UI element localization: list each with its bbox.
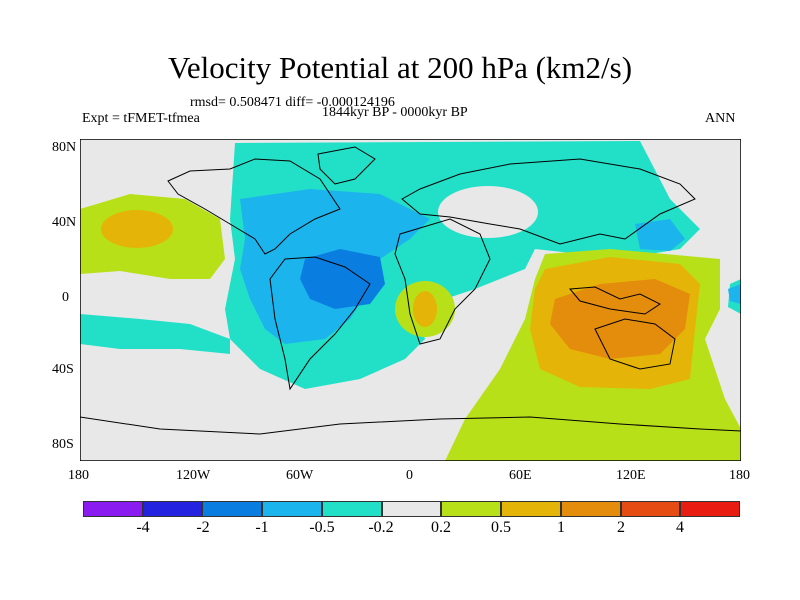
- colorbar-swatch: [441, 501, 502, 517]
- lon-tick-0: 0: [406, 468, 413, 483]
- colorbar-swatch: [560, 501, 621, 517]
- colorbar-swatch: [202, 501, 263, 517]
- period-label: 1844kyr BP - 0000kyr BP: [322, 105, 468, 120]
- colorbar-label: -0.5: [309, 519, 335, 536]
- colorbar-swatch: [262, 501, 322, 517]
- lon-tick-60e: 60E: [509, 468, 532, 483]
- lon-tick-180e: 180: [729, 468, 750, 483]
- colorbar-label: 2: [617, 519, 625, 536]
- colorbar-swatch: [83, 501, 143, 517]
- negative-strong-region: [300, 249, 385, 309]
- colorbar-swatch: [321, 501, 382, 517]
- lat-tick-80s: 80S: [52, 437, 74, 452]
- positive-mid-region-nw: [101, 210, 173, 248]
- lon-tick-120w: 120W: [176, 468, 211, 483]
- colorbar-swatch: [381, 501, 442, 517]
- stats-label: rmsd= 0.508471 diff= -0.000124196: [190, 95, 395, 110]
- colorbar-swatch: [680, 501, 741, 517]
- lon-tick-120e: 120E: [616, 468, 646, 483]
- lat-tick-80n: 80N: [52, 140, 77, 155]
- lat-tick-40n: 40N: [52, 215, 77, 230]
- colorbar-label: 0.2: [431, 519, 451, 536]
- season-label: ANN: [705, 111, 736, 126]
- colorbar-label: -2: [196, 519, 210, 536]
- negative-mid-region-east: [635, 219, 685, 251]
- positive-mid-region-africa: [413, 291, 437, 327]
- colorbar-label: 1: [557, 519, 565, 536]
- colorbar-label: -0.2: [368, 519, 394, 536]
- lat-tick-40s: 40S: [52, 362, 74, 377]
- coastlines: [80, 146, 741, 435]
- colorbar-swatch: [501, 501, 561, 517]
- negative-weak-region-sw: [80, 314, 230, 354]
- lat-tick-0: 0: [62, 290, 69, 305]
- map-plot: [80, 139, 741, 461]
- negative-mid-region-west: [728, 284, 741, 304]
- colorbar-label: -1: [255, 519, 269, 536]
- colorbar-label: 4: [676, 519, 684, 536]
- experiment-label: Expt = tFMET-tfmea: [82, 111, 200, 126]
- positive-strong-region: [550, 279, 690, 359]
- colorbar: [83, 501, 741, 517]
- map-title: Velocity Potential at 200 hPa (km2/s): [167, 50, 633, 85]
- colorbar-swatch: [620, 501, 681, 517]
- lon-tick-60w: 60W: [286, 468, 314, 483]
- colorbar-swatch: [142, 501, 203, 517]
- lon-tick-180w: 180: [68, 468, 89, 483]
- colorbar-label: 0.5: [491, 519, 511, 536]
- colorbar-label: -4: [136, 519, 150, 536]
